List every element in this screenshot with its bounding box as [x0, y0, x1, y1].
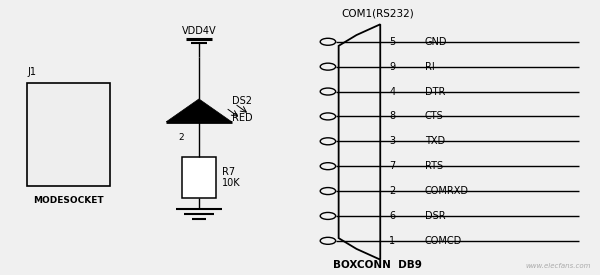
Text: COMCD: COMCD — [425, 236, 462, 246]
Text: 9: 9 — [389, 62, 395, 72]
Text: TXD: TXD — [425, 136, 445, 146]
Text: BOXCONN  DB9: BOXCONN DB9 — [332, 260, 422, 270]
Text: 2: 2 — [389, 186, 395, 196]
Text: CTS: CTS — [425, 111, 443, 122]
Bar — [26, 84, 110, 186]
Text: DTR: DTR — [425, 87, 445, 97]
Text: 7: 7 — [389, 161, 395, 171]
Text: 4: 4 — [389, 87, 395, 97]
Text: 10K: 10K — [221, 178, 240, 188]
Text: GND: GND — [425, 37, 448, 47]
Text: DS2: DS2 — [232, 96, 251, 106]
Text: www.elecfans.com: www.elecfans.com — [526, 263, 591, 269]
Text: DSR: DSR — [425, 211, 445, 221]
Text: RED: RED — [232, 112, 252, 123]
Polygon shape — [166, 99, 232, 122]
Text: 2: 2 — [178, 133, 184, 142]
Text: J1: J1 — [28, 67, 37, 77]
Bar — [182, 157, 215, 198]
Text: VDD4V: VDD4V — [182, 26, 216, 36]
Text: RI: RI — [425, 62, 434, 72]
Text: COMRXD: COMRXD — [425, 186, 469, 196]
Text: R7: R7 — [221, 167, 235, 177]
Text: COM1(RS232): COM1(RS232) — [341, 9, 415, 19]
Text: 6: 6 — [389, 211, 395, 221]
Text: 5: 5 — [389, 37, 395, 47]
Text: 8: 8 — [389, 111, 395, 122]
Text: 1: 1 — [389, 236, 395, 246]
Text: 3: 3 — [389, 136, 395, 146]
Text: MODESOCKET: MODESOCKET — [33, 196, 103, 205]
Text: RTS: RTS — [425, 161, 443, 171]
